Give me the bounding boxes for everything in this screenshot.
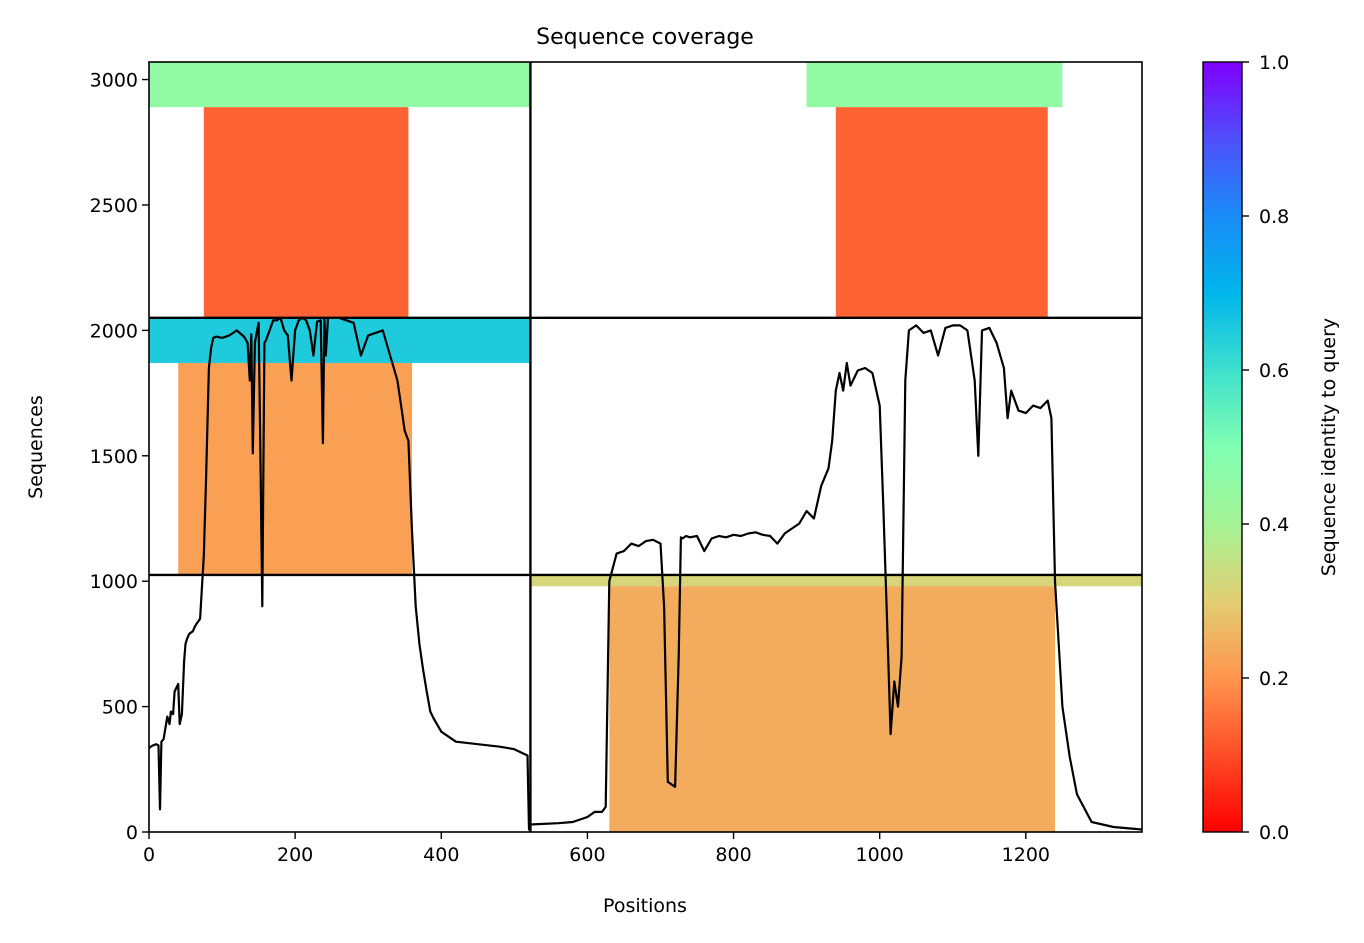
x-tick-label: 600 [569, 844, 605, 866]
colorbar-tick-label: 0.8 [1259, 206, 1289, 228]
coverage-block [530, 574, 1142, 587]
coverage-block [149, 317, 531, 363]
x-tick-label: 200 [277, 844, 313, 866]
coverage-block [203, 107, 409, 318]
block-boundaries [149, 62, 1142, 832]
colorbar-tick-label: 0.4 [1259, 514, 1289, 536]
coverage-block [806, 62, 1063, 108]
x-tick-label: 0 [143, 844, 155, 866]
y-tick-label: 3000 [90, 70, 138, 92]
y-tick-label: 500 [102, 697, 138, 719]
coverage-heatmap [149, 62, 1142, 832]
plot-frame [148, 61, 1143, 833]
y-tick-label: 1000 [90, 571, 138, 593]
y-axis-label: Sequences [25, 395, 47, 499]
x-axis-label: Positions [603, 895, 687, 917]
colorbar-label: Sequence identity to query [1318, 318, 1340, 576]
coverage-lines [149, 316, 1142, 831]
y-tick-label: 2000 [90, 320, 138, 342]
colorbar-axis: 0.0 0.2 0.4 0.6 0.8 1.0 [1242, 52, 1289, 844]
coverage-line-1 [149, 316, 532, 831]
coverage-block [835, 107, 1048, 318]
x-tick-label: 400 [423, 844, 459, 866]
colorbar-tick-label: 0.2 [1259, 668, 1289, 690]
coverage-block [609, 586, 1056, 832]
y-tick-label: 2500 [90, 195, 138, 217]
colorbar-tick-label: 1.0 [1259, 52, 1289, 74]
chart-title: Sequence coverage [536, 25, 754, 50]
y-tick-label: 0 [126, 822, 138, 844]
x-tick-label: 1000 [856, 844, 904, 866]
colorbar-tick-label: 0.0 [1259, 822, 1289, 844]
colorbar [1202, 61, 1243, 833]
colorbar-tick-label: 0.6 [1259, 360, 1289, 382]
coverage-line-2 [530, 324, 1142, 831]
y-tick-label: 1500 [90, 446, 138, 468]
coverage-block [149, 62, 531, 108]
coverage-block [178, 362, 413, 575]
x-tick-label: 800 [715, 844, 751, 866]
y-axis: 0 500 1000 1500 2000 2500 3000 [90, 70, 149, 844]
x-tick-label: 1200 [1002, 844, 1050, 866]
x-axis: 0 200 400 600 800 1000 1200 [143, 832, 1050, 866]
